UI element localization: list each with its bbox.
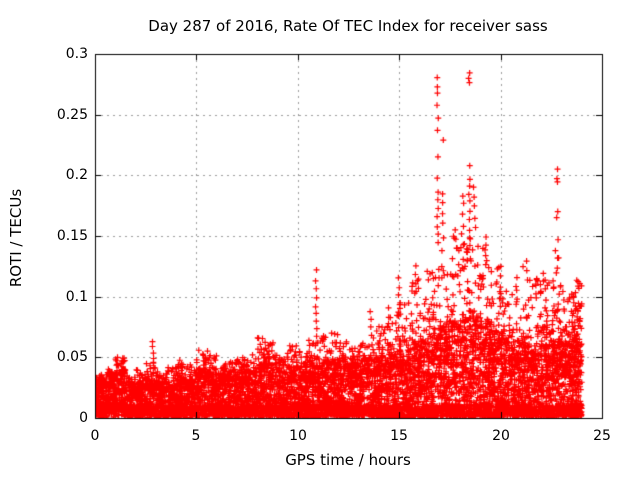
x-axis-label: GPS time / hours [285,451,411,469]
y-tick-label-0.25: 0.25 [56,107,88,123]
x-tick-label-5: 5 [191,428,201,444]
x-tick-label-20: 20 [492,428,510,444]
chart-title: Day 287 of 2016, Rate Of TEC Index for r… [148,17,548,35]
x-tick-label-15: 15 [390,428,408,444]
y-axis-label: ROTI / TECUs [7,188,25,288]
x-tick-label-0: 0 [90,428,100,444]
y-tick-label-0.1: 0.1 [65,289,88,305]
y-tick-label-0.15: 0.15 [56,228,88,244]
x-tick-label-25: 25 [593,428,611,444]
y-tick-label-0.2: 0.2 [65,167,88,183]
y-tick-label-0: 0 [79,410,88,426]
y-tick-label-0.3: 0.3 [65,46,88,62]
y-tick-label-0.05: 0.05 [56,349,88,365]
x-tick-label-10: 10 [289,428,307,444]
